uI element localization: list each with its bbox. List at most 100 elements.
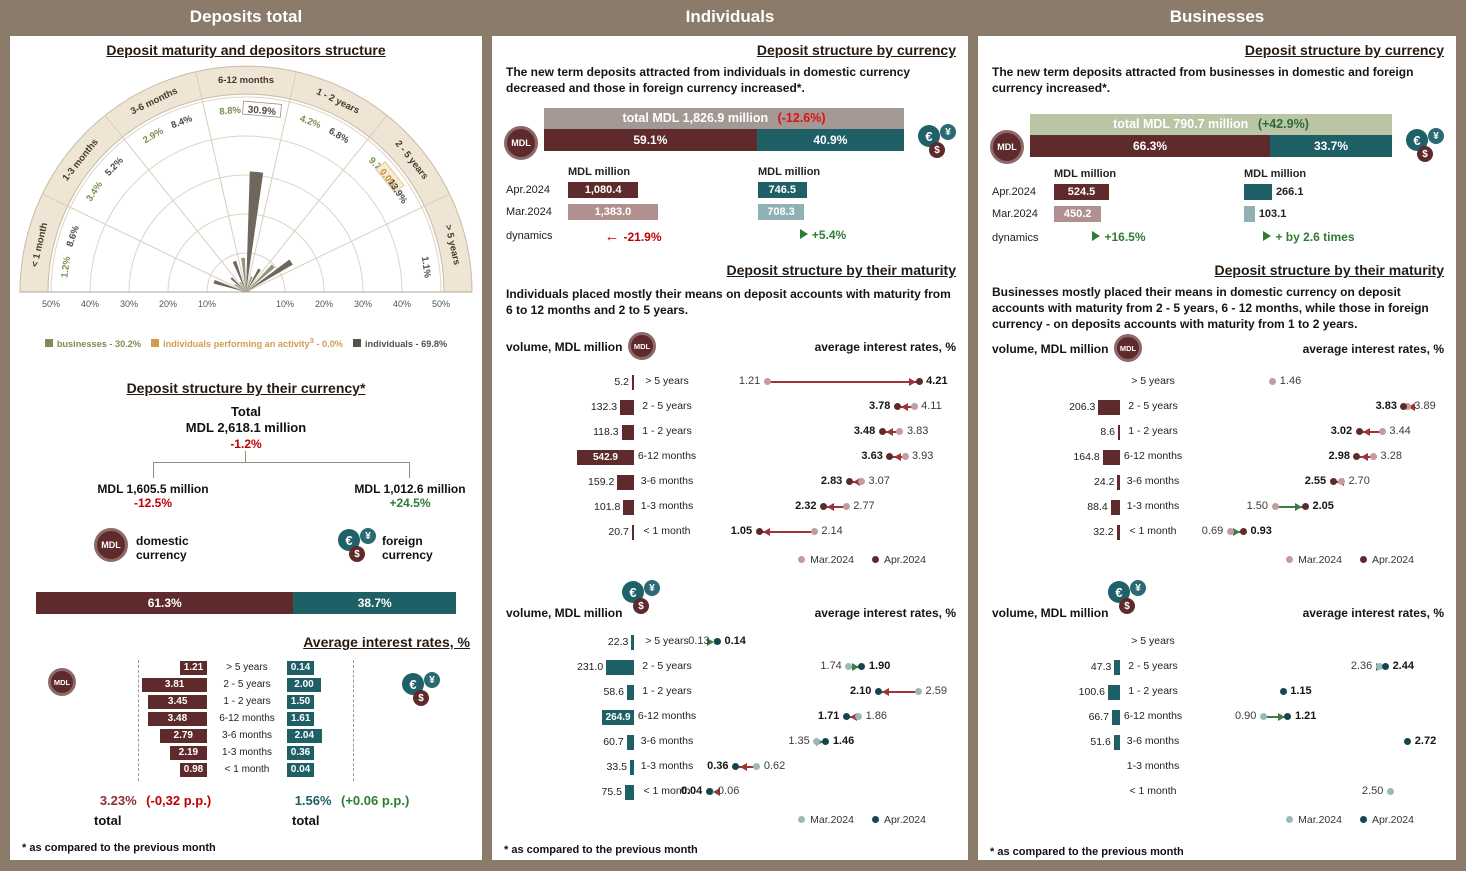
volume-value: 66.7 [1088,711,1109,723]
chart-legend: Mar.2024 Apr.2024 [780,554,926,566]
volume-value: 24.2 [1094,476,1115,488]
apr-dot [878,428,886,435]
currency-structure-title: Deposit structure by currency [1244,42,1444,58]
dollar-icon: $ [413,690,429,706]
apr-dot [886,453,894,460]
dollar-icon: $ [1417,146,1433,162]
legend-item: Mar.2024 [1286,814,1342,826]
apr-dot [1404,738,1412,745]
rate-value: 2.55 [1304,475,1327,487]
arrow-icon [893,452,901,461]
mdl-rate-bar: 3.48 [147,712,207,726]
legend-dot [871,556,879,563]
maturity-label: 6-12 months [219,713,275,724]
legend-item: Apr.2024 [871,814,926,826]
rate-value: 0.04 [680,785,703,797]
value-bar: 1,383.0 [568,204,658,220]
svg-text:50%: 50% [432,299,450,309]
volume-bar [623,500,634,515]
legend-label: individuals - 69.8% [364,339,448,350]
maturity-label: 1 - 2 years [1128,425,1178,437]
fcy-share-segment: 33.7% [1270,135,1392,157]
volume-value: 75.5 [601,786,622,798]
domestic-currency-box: MDL 1,605.5 million -12.5% [65,482,241,510]
panel-deposits-total: Deposit maturity and depositors structur… [10,36,482,860]
legend-item: Mar.2024 [798,814,854,826]
svg-text:50%: 50% [42,299,60,309]
volume-bar [606,660,634,675]
fcy-share-segment: 40.9% [756,129,904,151]
currency-split-bar: 59.1% 40.9% [544,129,904,151]
total-deposits-text: total MDL 1,826.9 million [622,111,769,125]
foreign-currency-icon: € ¥ $ [402,672,440,706]
value-bar: 524.5 [1054,184,1110,200]
euro-icon: € [1108,581,1130,603]
tornado-row: 2.79 3-6 months 2.04 [139,728,355,745]
maturity-row: > 5 years 1.46 [992,370,1440,395]
dollar-icon: $ [929,142,945,158]
value-label: 266.1 [1275,186,1304,198]
mdl-coin-icon: MDL [504,126,538,160]
mar-dot [1375,663,1383,670]
maturity-label: 2 - 5 years [642,400,692,412]
maturity-row: 6-12 months 66.7 1.21 0.90 [992,705,1440,730]
rate-value: 1.50 [1246,500,1269,512]
rates-axis-label: average interest rates, % [1302,606,1444,620]
mar-dot [763,378,771,385]
volume-axis-label: volume, MDL million [992,606,1109,620]
apr-dot [1353,453,1361,460]
maturity-label: 1-3 months [640,500,694,512]
arrow-icon [739,762,747,771]
rate-value: 2.14 [821,525,843,537]
volume-value: 5.2 [614,376,629,388]
apr-dot [1355,428,1363,435]
arrow-icon [1277,712,1285,721]
foreign-currency-icon: € ¥ $ [1406,128,1444,162]
mar-dot [753,763,761,770]
table-row-label: Apr.2024 [506,184,551,196]
maturity-row: 3-6 months 51.6 2.72 [992,730,1440,755]
domestic-currency-label: domestic currency [136,534,189,562]
volume-bar: 542.9 [576,450,634,465]
arrow-icon [1363,427,1371,436]
currency-table: MDL million MDL million Apr.2024 524.5 266.1… [992,168,1440,254]
maturity-structure-title: Deposit structure by their maturity [1214,262,1445,278]
total-value: MDL 2,618.1 million [185,420,307,435]
fcy-rate-bar: 0.04 [287,763,314,777]
mdl-coin-icon: MDL [94,528,128,562]
apr-dot [705,788,713,795]
panel-individuals: Deposit structure by currency The new te… [492,36,968,860]
fcy-rate-bar: 0.36 [287,746,314,760]
chart-legend: Mar.2024 Apr.2024 [780,814,926,826]
mar-dot [1226,528,1234,535]
value-bar: 746.5 [758,182,807,198]
volume-value: 118.3 [593,426,619,438]
legend-item: Apr.2024 [1359,814,1414,826]
legend-label: Mar.2024 [810,814,854,826]
legend-label: Apr.2024 [1371,554,1414,566]
maturity-label: 6-12 months [637,450,697,462]
volume-value: 32.2 [1093,526,1114,538]
legend-item: Apr.2024 [871,554,926,566]
rate-line [759,530,815,533]
rate-value: 2.77 [853,500,875,512]
mdl-share-segment: 59.1% [544,129,757,151]
maturity-label: 1-3 months [221,747,273,758]
currency-table: MDL million MDL million Apr.2024 1,080.4 746… [506,166,954,252]
arrow-icon [886,427,894,436]
maturity-row: 2 - 5 years 206.3 3.83 3.89 [992,395,1440,420]
left-arrow-icon: ← [604,228,620,245]
legend-swatch [151,339,160,348]
maturity-row: 1 - 2 years 100.6 1.15 [992,680,1440,705]
foreign-currency-icon: € ¥ $ [622,580,660,614]
table-col-header: MDL million [1244,168,1307,180]
rate-value: 2.36 [1350,660,1373,672]
foreign-currency-icon: € ¥ $ [918,124,956,158]
yen-icon: ¥ [1428,128,1444,144]
rate-value: 3.89 [1414,400,1436,412]
total-label: Total [230,404,262,419]
legend-item: businesses - 30.2% [44,339,141,349]
rate-value: 3.83 [1375,400,1397,412]
legend-item: Apr.2024 [1359,554,1414,566]
mdl-coin-icon: MDL [48,668,76,696]
